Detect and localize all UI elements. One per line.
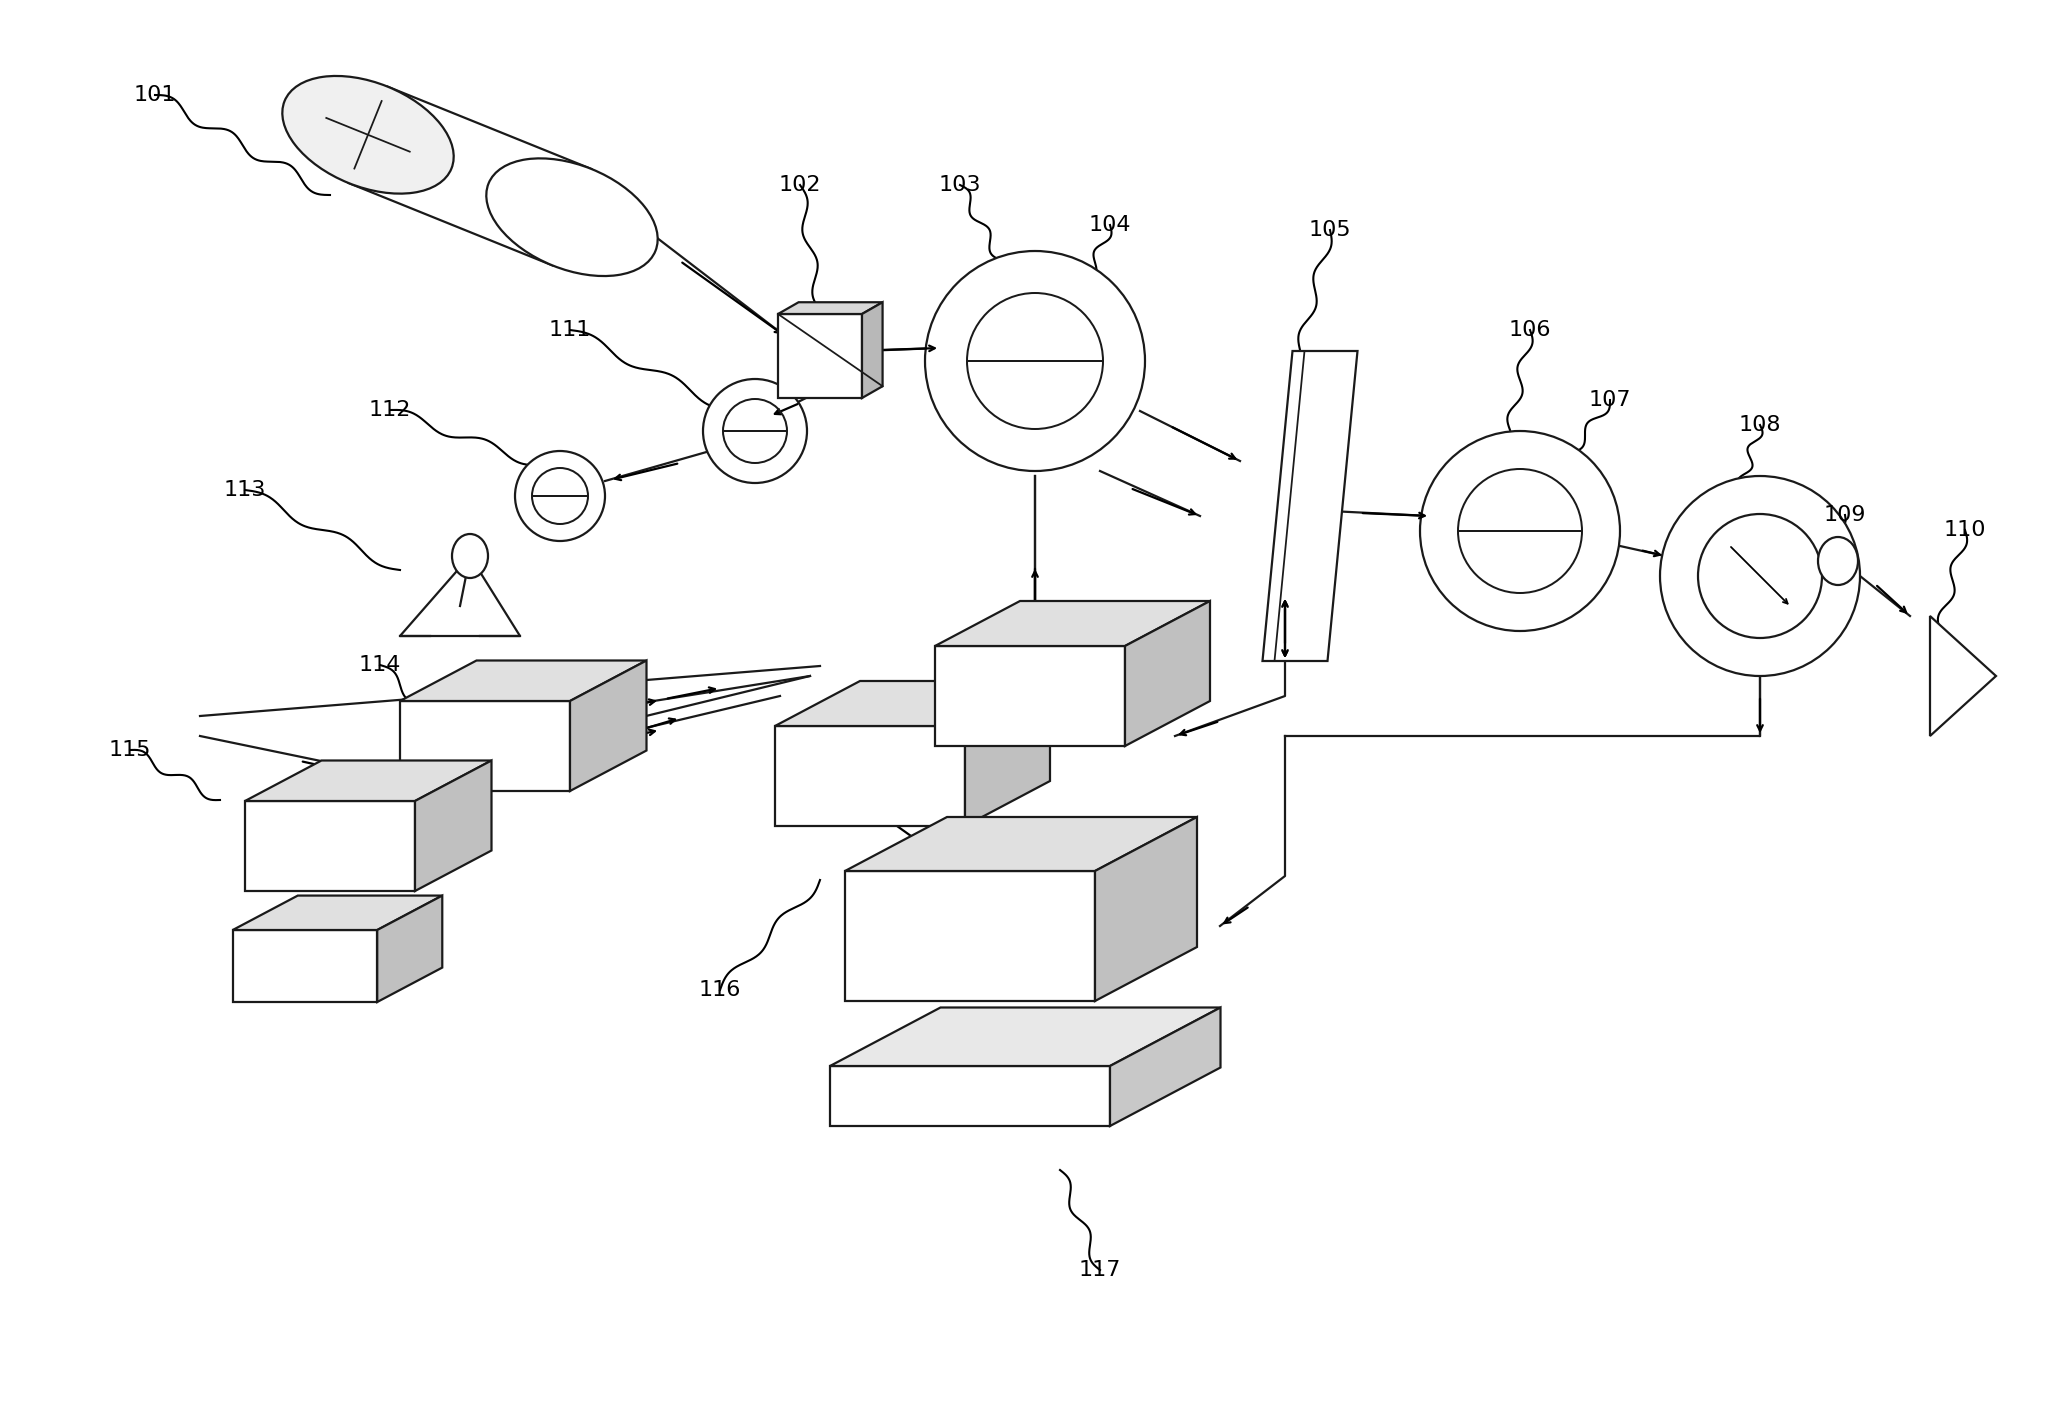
Polygon shape xyxy=(777,302,882,314)
Polygon shape xyxy=(964,681,1051,826)
Text: 105: 105 xyxy=(1310,219,1351,239)
Polygon shape xyxy=(401,660,646,701)
Polygon shape xyxy=(831,1066,1110,1126)
Polygon shape xyxy=(845,817,1197,871)
Text: 111: 111 xyxy=(549,320,592,340)
Polygon shape xyxy=(1096,817,1197,1001)
Polygon shape xyxy=(935,600,1211,646)
Ellipse shape xyxy=(282,76,454,194)
Polygon shape xyxy=(861,302,882,398)
Polygon shape xyxy=(401,701,570,792)
Text: 109: 109 xyxy=(1824,506,1867,525)
Polygon shape xyxy=(1110,1008,1221,1126)
Text: 101: 101 xyxy=(134,85,177,105)
Text: 108: 108 xyxy=(1739,415,1780,435)
Polygon shape xyxy=(777,314,861,398)
Ellipse shape xyxy=(1659,476,1861,675)
Text: 102: 102 xyxy=(779,176,820,195)
Ellipse shape xyxy=(1421,430,1620,632)
Polygon shape xyxy=(570,660,646,792)
Polygon shape xyxy=(935,646,1125,746)
Text: 114: 114 xyxy=(360,656,401,675)
Polygon shape xyxy=(775,726,964,826)
Ellipse shape xyxy=(925,251,1145,472)
Text: 117: 117 xyxy=(1079,1260,1121,1280)
Text: 103: 103 xyxy=(940,176,981,195)
Text: 116: 116 xyxy=(699,980,740,1000)
Text: 112: 112 xyxy=(368,399,411,421)
Ellipse shape xyxy=(514,452,604,541)
Polygon shape xyxy=(245,760,491,801)
Polygon shape xyxy=(232,895,442,930)
Ellipse shape xyxy=(452,534,487,578)
Text: 104: 104 xyxy=(1090,215,1131,235)
Polygon shape xyxy=(415,760,491,891)
Polygon shape xyxy=(775,681,1051,726)
Polygon shape xyxy=(245,801,415,891)
Polygon shape xyxy=(232,930,376,1003)
Ellipse shape xyxy=(487,159,658,276)
Ellipse shape xyxy=(1818,537,1859,585)
Ellipse shape xyxy=(703,379,808,483)
Text: 107: 107 xyxy=(1589,389,1630,411)
Polygon shape xyxy=(1931,616,1996,736)
Text: 106: 106 xyxy=(1509,320,1550,340)
Text: 113: 113 xyxy=(224,480,265,500)
Polygon shape xyxy=(1125,600,1211,746)
Polygon shape xyxy=(845,871,1096,1001)
Text: 110: 110 xyxy=(1943,520,1986,539)
Polygon shape xyxy=(376,895,442,1003)
Text: 115: 115 xyxy=(109,741,152,760)
Polygon shape xyxy=(1262,351,1357,661)
Polygon shape xyxy=(831,1008,1221,1066)
